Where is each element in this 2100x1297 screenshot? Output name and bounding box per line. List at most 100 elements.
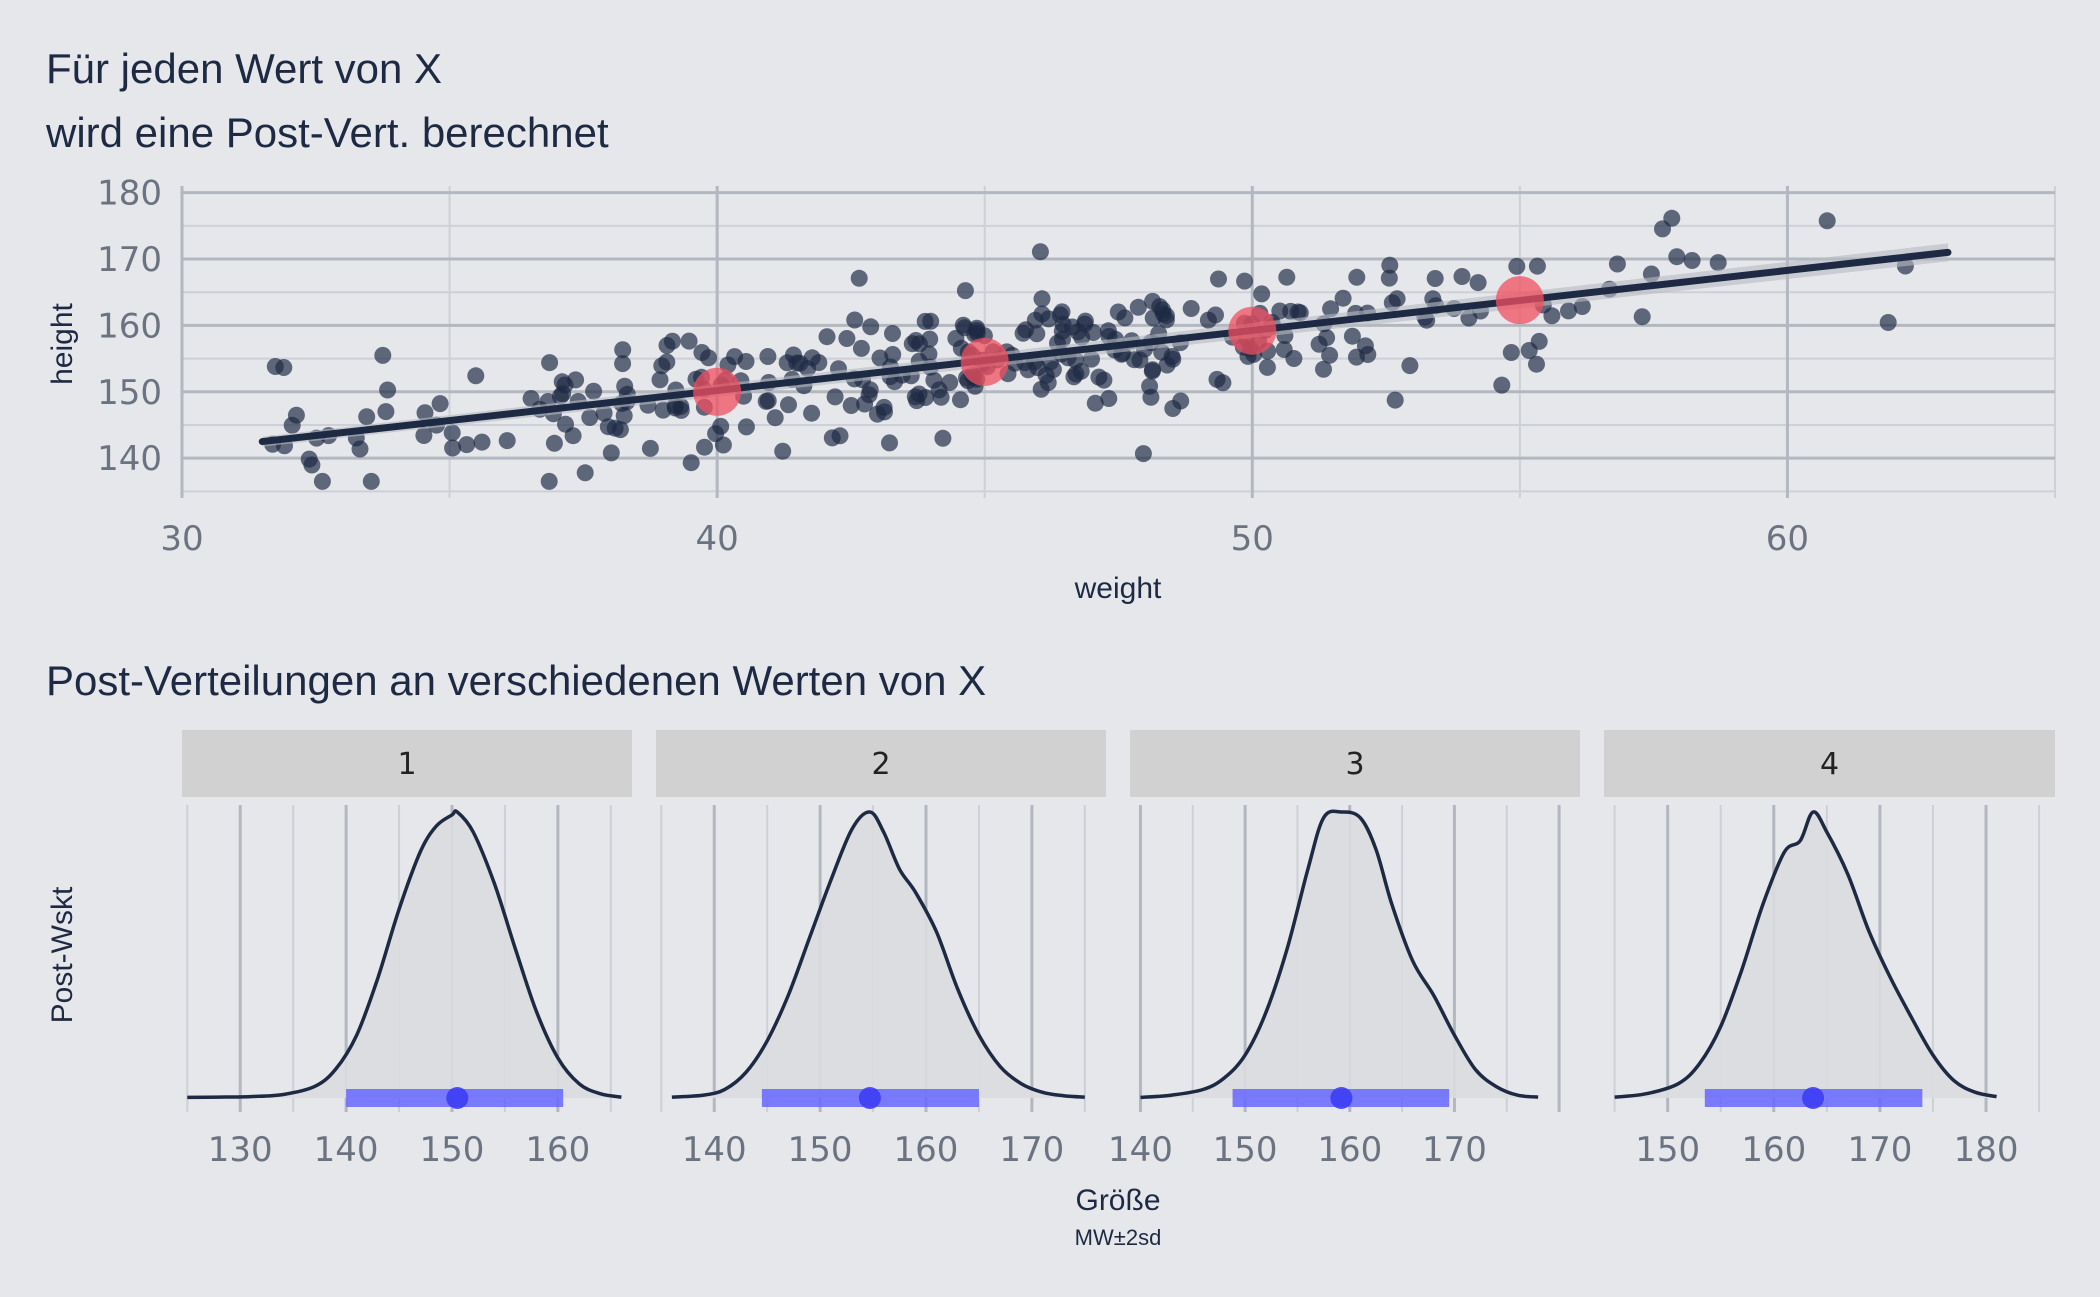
scatter-point xyxy=(1214,374,1232,392)
scatter-point xyxy=(1116,309,1134,327)
scatter-point xyxy=(930,381,948,399)
scatter-point xyxy=(1469,274,1487,292)
scatter-point xyxy=(1067,365,1085,383)
scatter-point xyxy=(458,436,476,454)
facet-strip-label: 1 xyxy=(397,747,416,782)
scatter-point xyxy=(553,373,571,391)
scatter-point xyxy=(654,401,672,419)
density-area xyxy=(187,810,622,1098)
facet-x-tick-label: 180 xyxy=(1954,1130,2019,1170)
scatter-point xyxy=(1141,377,1159,395)
scatter-point xyxy=(1401,357,1419,375)
scatter-point xyxy=(838,330,856,347)
scatter-point xyxy=(856,395,874,413)
scatter-point xyxy=(852,339,870,357)
scatter-point xyxy=(682,454,700,472)
scatter-point xyxy=(714,436,732,454)
scatter-point xyxy=(1608,255,1626,273)
scatter-point xyxy=(1031,243,1049,261)
scatter-point xyxy=(696,438,713,456)
density-area xyxy=(1140,811,1539,1098)
scatter-point xyxy=(1502,344,1520,361)
scatter-point xyxy=(585,382,603,400)
highlight-point xyxy=(1228,306,1277,355)
facet-panel-2: 2 140 150 160 170 xyxy=(656,730,1106,1170)
mean-point xyxy=(1802,1087,1825,1109)
scatter-point xyxy=(1053,303,1071,321)
scatter-point xyxy=(1683,252,1701,269)
scatter-point xyxy=(545,434,563,452)
facet-panel-3: 3 140 150 160 170 xyxy=(1108,730,1580,1170)
scatter-point xyxy=(1334,289,1352,307)
scatter-point xyxy=(283,416,301,434)
scatter-point xyxy=(266,358,284,375)
facet-x-tick-label: 170 xyxy=(999,1130,1064,1170)
scatter-point xyxy=(1026,311,1044,329)
scatter-point xyxy=(1033,290,1051,308)
scatter-point xyxy=(1172,392,1190,410)
scatter-point xyxy=(416,404,434,422)
top-regression-line xyxy=(258,243,1952,447)
mean-point xyxy=(446,1087,469,1109)
mean-point xyxy=(858,1087,881,1109)
top-tick-labels: 30 40 50 60 140 150 160 170 180 xyxy=(97,174,1809,559)
scatter-point xyxy=(1528,355,1545,373)
facet-strip xyxy=(182,730,632,797)
scatter-point xyxy=(1528,257,1546,275)
scatter-point xyxy=(680,332,698,350)
scatter-point xyxy=(1321,346,1339,364)
scatter-point xyxy=(1310,335,1328,353)
top-y-tick-label: 180 xyxy=(97,174,162,214)
scatter-point xyxy=(1275,341,1293,358)
scatter-point xyxy=(1090,368,1108,386)
scatter-point xyxy=(616,377,634,395)
facet-strip-label: 2 xyxy=(871,747,890,782)
facet-x-tick-label: 160 xyxy=(894,1130,959,1170)
facet-strip xyxy=(656,730,1106,797)
scatter-point xyxy=(1453,268,1471,285)
scatter-point xyxy=(1278,268,1296,286)
scatter-point xyxy=(1386,391,1404,409)
facet-x-tick-label: 160 xyxy=(1741,1130,1806,1170)
density-curve xyxy=(671,810,1085,1099)
scatter-point xyxy=(1076,315,1094,333)
scatter-point xyxy=(444,439,462,457)
scatter-point xyxy=(443,424,461,442)
scatter-point xyxy=(1322,300,1340,318)
top-y-tick-label: 150 xyxy=(97,373,162,413)
bottom-x-axis-sublabel: MW±2sd xyxy=(1075,1225,1162,1250)
bottom-x-axis-label: Größe xyxy=(1075,1184,1160,1217)
facet-strip xyxy=(1604,730,2055,797)
mean-point xyxy=(1330,1087,1353,1109)
scatter-point xyxy=(672,397,690,415)
scatter-point xyxy=(1633,308,1651,326)
scatter-point xyxy=(379,381,397,399)
scatter-point xyxy=(641,439,659,457)
scatter-point xyxy=(906,388,924,406)
scatter-point xyxy=(1663,209,1681,227)
facet-x-tick-label: 140 xyxy=(682,1130,747,1170)
top-y-tick-label: 160 xyxy=(97,306,162,346)
top-gridlines xyxy=(180,186,2056,498)
scatter-point xyxy=(737,353,755,370)
scatter-point xyxy=(842,397,860,414)
scatter-point xyxy=(1818,212,1836,230)
scatter-point xyxy=(766,409,784,427)
scatter-point xyxy=(498,432,516,450)
facet-strip-label: 4 xyxy=(1820,747,1839,782)
scatter-point xyxy=(1099,322,1117,340)
scatter-point xyxy=(884,325,901,342)
scatter-point xyxy=(1560,302,1577,320)
top-highlight-points xyxy=(693,276,1544,416)
scatter-point xyxy=(1100,390,1118,407)
scatter-point xyxy=(921,330,939,348)
scatter-point xyxy=(1032,380,1050,398)
scatter-point xyxy=(541,354,559,372)
scatter-point xyxy=(862,318,880,336)
scatter-point xyxy=(1253,285,1271,303)
scatter-point xyxy=(934,429,952,447)
top-x-axis-label: weight xyxy=(1074,572,1162,605)
top-title-line-1: Für jeden Wert von X xyxy=(46,45,442,92)
density-area xyxy=(671,811,1085,1098)
